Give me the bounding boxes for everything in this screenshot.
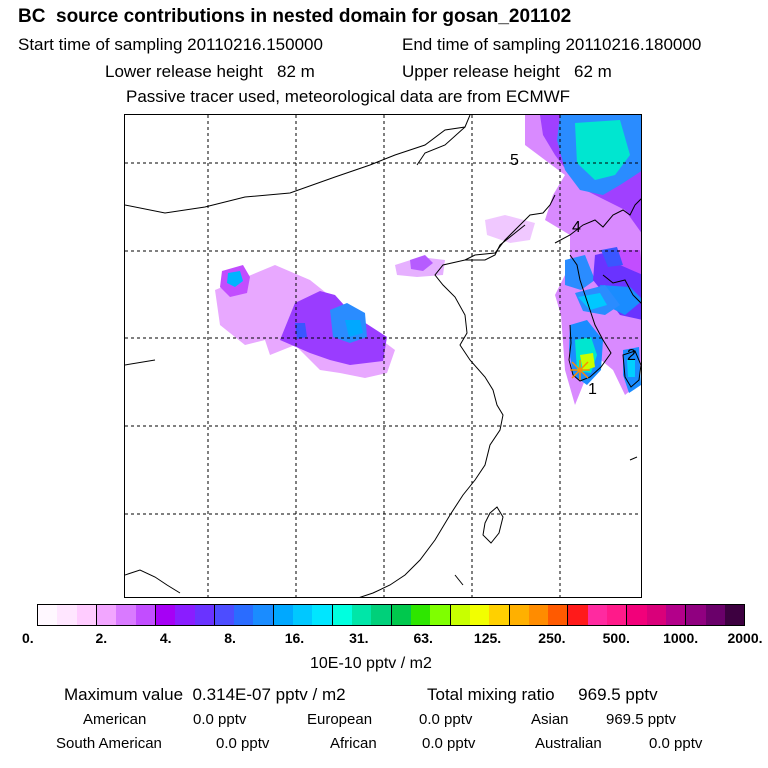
south-american-label: South American [56,735,162,752]
color-swatch [312,605,333,625]
total-mixing-ratio: Total mixing ratio 969.5 pptv [427,685,658,704]
lower-release-height: Lower release height 82 m [105,62,315,81]
color-swatch [568,605,588,625]
african-value: 0.0 pptv [422,735,476,752]
color-scale-tick-label: 250. [538,630,566,646]
color-swatch [724,605,745,625]
color-scale-tick-label: 31. [349,630,369,646]
color-swatch [607,605,628,625]
color-scale-units: 10E-10 pptv / m2 [310,655,432,672]
color-swatch [489,605,510,625]
concentration-plumes [215,115,641,405]
graticule [125,115,641,597]
color-swatch [686,605,706,625]
color-scale-tick-label: 0. [22,630,34,646]
color-swatch [175,605,195,625]
asian-label: Asian [531,711,569,728]
coastlines [125,115,641,597]
tracer-note: Passive tracer used, meteorological data… [126,87,571,106]
color-swatch [57,605,77,625]
australian-label: Australian [535,735,602,752]
color-swatch [234,605,254,625]
color-swatch [253,605,274,625]
map-panel: 5 4 2 1 [124,114,642,598]
color-swatch [469,605,490,625]
map-label-2: 2 [627,347,636,364]
color-swatch [135,605,156,625]
australian-value: 0.0 pptv [649,735,703,752]
map-label-1: 1 [588,381,597,398]
european-value: 0.0 pptv [419,711,473,728]
color-swatch [96,605,117,625]
american-value: 0.0 pptv [193,711,247,728]
max-value: Maximum value 0.314E-07 pptv / m2 [64,685,346,704]
color-swatch [352,605,372,625]
color-swatch [371,605,392,625]
color-swatch [214,605,235,625]
receptor-marker [570,360,590,380]
color-swatch [450,605,470,625]
asian-value: 969.5 pptv [606,711,677,728]
color-scale-tick-label: 500. [602,630,630,646]
color-scale-tick-label: 1000. [663,630,699,646]
south-american-value: 0.0 pptv [216,735,270,752]
color-swatch [627,605,647,625]
color-scale-tick-label: 2000. [727,630,763,646]
color-scale-bar [37,604,745,626]
color-swatch [705,605,725,625]
african-label: African [330,735,377,752]
color-swatch [509,605,529,625]
plot-title: BC source contributions in nested domain… [18,6,572,27]
color-swatch [548,605,569,625]
color-swatch [273,605,294,625]
color-swatch [76,605,97,625]
upper-release-height: Upper release height 62 m [402,62,612,81]
color-swatch [410,605,431,625]
map-label-5: 5 [510,152,519,169]
color-scale-tick-label: 63. [413,630,433,646]
color-scale-tick-label: 2. [95,630,108,646]
color-swatch [155,605,176,625]
map-label-4: 4 [572,219,581,236]
american-label: American [83,711,147,728]
color-swatch [587,605,608,625]
map-canvas [125,115,641,597]
color-swatch [38,605,58,625]
color-scale-tick-label: 16. [284,630,305,646]
european-label: European [307,711,373,728]
color-swatch [528,605,549,625]
start-time: Start time of sampling 20110216.150000 [18,35,323,54]
color-swatch [646,605,666,625]
color-swatch [293,605,313,625]
color-swatch [116,605,136,625]
color-swatch [391,605,411,625]
color-swatch [430,605,451,625]
color-swatch [194,605,215,625]
end-time: End time of sampling 20110216.180000 [402,35,702,54]
color-scale-tick-label: 4. [159,630,172,646]
color-swatch [666,605,687,625]
color-swatch [332,605,352,625]
color-scale-tick-label: 8. [224,630,236,646]
color-scale-tick-label: 125. [473,630,502,646]
